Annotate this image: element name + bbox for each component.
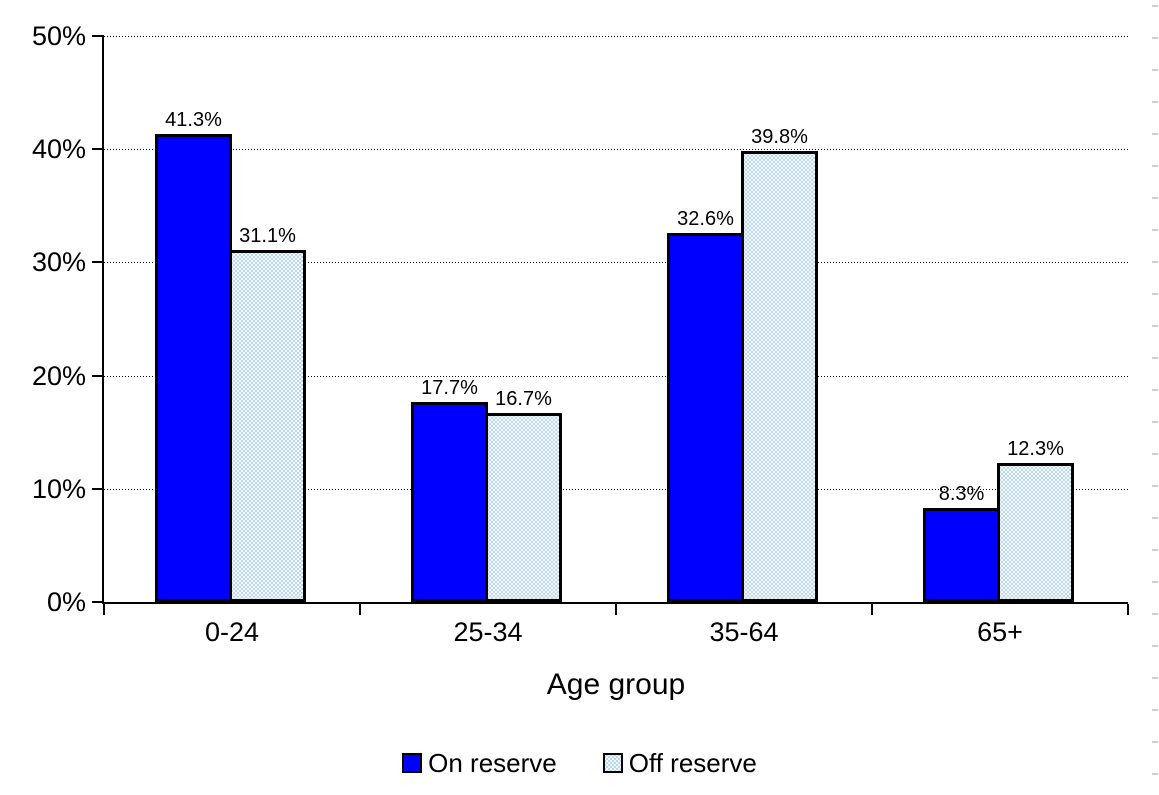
- bar-value-label-off-reserve-25-34: 16.7%: [495, 387, 552, 410]
- legend-item-off-reserve: Off reserve: [602, 747, 757, 779]
- bar-on-reserve-35-64: [667, 232, 744, 602]
- legend: On reserve Off reserve: [0, 746, 1159, 780]
- legend-swatch-off-reserve: [602, 753, 623, 773]
- x-axis-tick-3: [871, 604, 873, 615]
- bar-off-reserve-65+: [997, 462, 1074, 602]
- y-axis-tick-50: [92, 35, 104, 37]
- x-axis-title: Age group: [546, 668, 686, 701]
- gridline-50: [104, 36, 1128, 37]
- y-axis-tick-30: [92, 261, 104, 264]
- y-axis-label-40: 40%: [31, 134, 86, 165]
- bar-off-reserve-35-64: [741, 151, 818, 602]
- legend-label-on-reserve: On reserve: [428, 747, 557, 778]
- gridline-20: [104, 375, 1128, 377]
- bar-value-label-off-reserve-35-64: 39.8%: [751, 126, 808, 149]
- x-axis-line: [102, 602, 1128, 604]
- gridline-30: [104, 262, 1128, 264]
- legend-swatch-on-reserve: [402, 753, 423, 773]
- y-axis-tick-20: [92, 374, 104, 377]
- plot-area: 0% 10% 20% 30% 40% 50% 0-24 25-34 35-64 65+ 41.3% 1…: [32, 22, 1129, 647]
- bar-value-label-on-reserve-65+: 8.3%: [938, 483, 985, 506]
- y-axis-line: [102, 36, 104, 604]
- legend-label-off-reserve: Off reserve: [628, 747, 757, 778]
- bar-on-reserve-65+: [923, 508, 1000, 602]
- x-axis-tick-1: [359, 604, 361, 615]
- x-axis-label-65+: 65+: [977, 617, 1023, 647]
- bar-on-reserve-0-24: [155, 134, 232, 602]
- bar-value-label-on-reserve-25-34: 17.7%: [421, 376, 478, 399]
- y-axis-label-20: 20%: [31, 360, 86, 391]
- bar-off-reserve-0-24: [229, 249, 306, 602]
- y-axis-tick-40: [92, 148, 104, 151]
- bar-on-reserve-25-34: [411, 401, 488, 602]
- x-axis-tick-2: [615, 604, 617, 615]
- gridline-40: [104, 149, 1128, 151]
- y-axis-tick-10: [92, 487, 104, 490]
- y-axis-label-30: 30%: [31, 247, 86, 278]
- legend-item-on-reserve: On reserve: [402, 748, 557, 779]
- y-axis-label-10: 10%: [31, 473, 86, 504]
- bar-value-label-on-reserve-35-64: 32.6%: [677, 207, 734, 230]
- x-axis-label-25-34: 25-34: [453, 617, 523, 647]
- gridline-10: [104, 488, 1128, 490]
- y-axis-label-0: 0%: [46, 587, 86, 617]
- x-axis-tick-4: [1127, 604, 1129, 615]
- x-axis-label-35-64: 35-64: [709, 617, 779, 647]
- bar-value-label-off-reserve-0-24: 31.1%: [239, 224, 296, 247]
- bar-value-label-off-reserve-65+: 12.3%: [1007, 437, 1064, 460]
- y-axis-label-50: 50%: [31, 21, 86, 51]
- bar-off-reserve-25-34: [485, 412, 562, 602]
- x-axis-label-0-24: 0-24: [204, 617, 260, 647]
- bar-value-label-on-reserve-0-24: 41.3%: [165, 109, 222, 132]
- y-axis-tick-0: [92, 601, 104, 603]
- x-axis-tick-0: [103, 604, 105, 615]
- page-boundary-dashed-line: [1152, 5, 1158, 795]
